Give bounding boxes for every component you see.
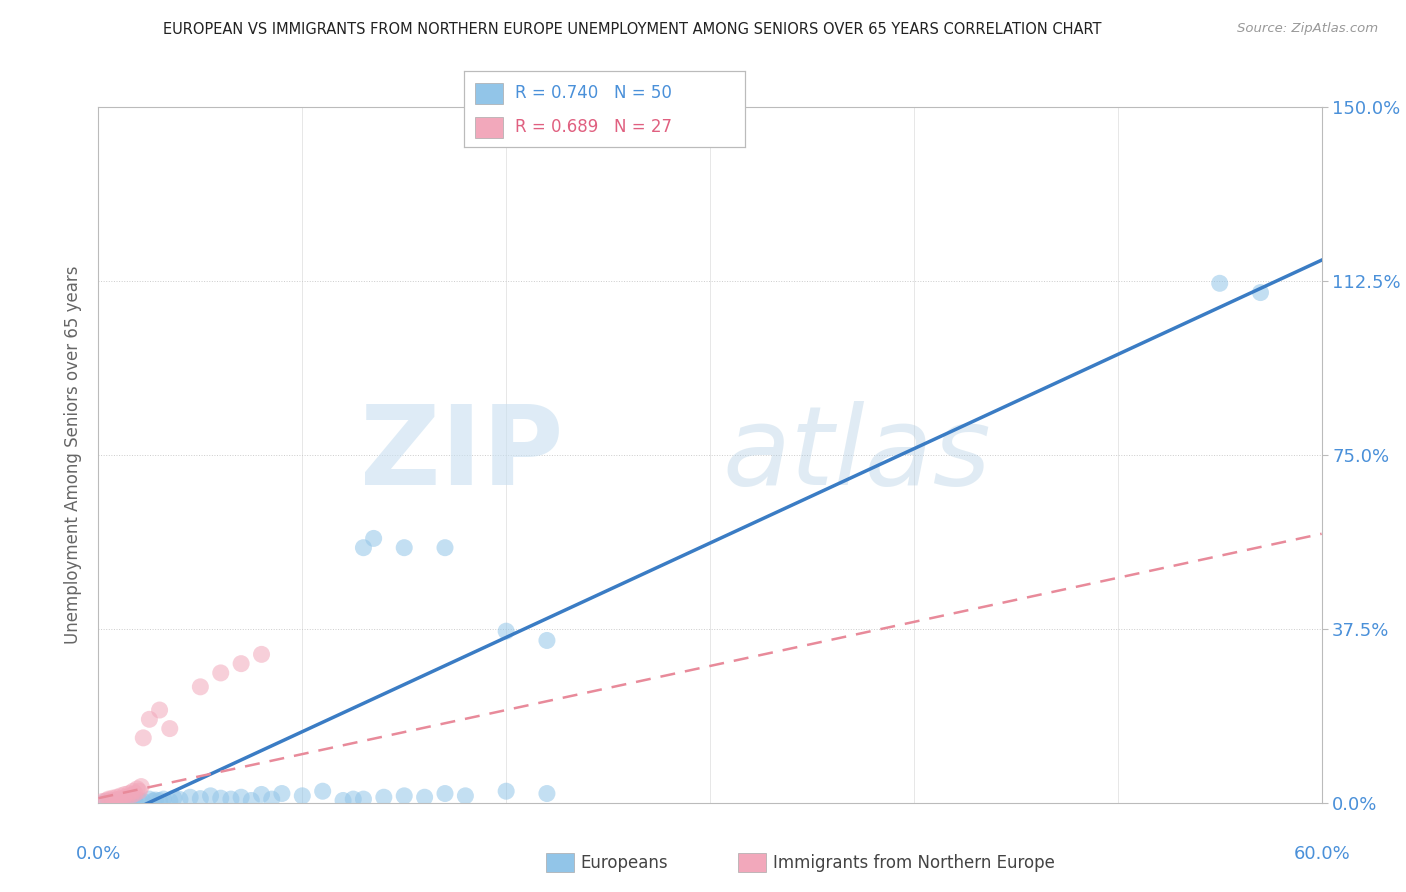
Point [127, 781, 149, 796]
Point [159, 794, 181, 808]
Point [392, 789, 416, 803]
Point [110, 789, 132, 803]
Point [200, 789, 222, 803]
FancyBboxPatch shape [475, 117, 503, 138]
Point [231, 657, 253, 671]
Text: 60.0%: 60.0% [1294, 845, 1350, 863]
Point [260, 792, 283, 806]
Point [97, 792, 120, 806]
Point [108, 795, 131, 809]
Point [413, 790, 436, 805]
Point [342, 792, 364, 806]
Point [122, 793, 145, 807]
Point [108, 792, 131, 806]
Text: ZIP: ZIP [360, 401, 564, 508]
Point [138, 712, 160, 726]
Point [104, 794, 127, 808]
Point [433, 787, 456, 801]
Point [169, 792, 191, 806]
Point [93, 795, 115, 809]
Point [152, 792, 174, 806]
Point [270, 787, 294, 801]
Point [104, 793, 127, 807]
Point [138, 792, 160, 806]
Point [352, 792, 374, 806]
Point [291, 789, 314, 803]
Point [209, 665, 232, 680]
Point [129, 780, 152, 794]
Point [433, 541, 456, 555]
Point [250, 788, 273, 802]
Point [124, 795, 146, 809]
Point [495, 624, 517, 639]
Text: Europeans: Europeans [581, 854, 668, 871]
Point [132, 794, 155, 808]
Point [454, 789, 477, 803]
Point [97, 794, 120, 808]
Point [163, 791, 186, 805]
Point [373, 790, 395, 805]
Text: R = 0.689   N = 27: R = 0.689 N = 27 [515, 118, 672, 136]
Point [115, 790, 138, 805]
Point [240, 793, 263, 807]
Point [231, 790, 253, 805]
Text: 0.0%: 0.0% [76, 845, 121, 863]
Point [110, 793, 132, 807]
Point [105, 790, 128, 805]
Point [209, 791, 232, 805]
Text: R = 0.740   N = 50: R = 0.740 N = 50 [515, 84, 672, 102]
Point [219, 792, 242, 806]
FancyBboxPatch shape [475, 83, 503, 104]
Point [188, 680, 212, 694]
Point [100, 794, 122, 808]
Point [96, 793, 118, 807]
Point [363, 532, 385, 546]
Point [101, 795, 124, 809]
Point [250, 648, 273, 662]
Point [118, 787, 141, 801]
Point [114, 788, 136, 802]
Point [149, 793, 172, 807]
Point [118, 794, 141, 808]
Point [159, 722, 181, 736]
Point [179, 790, 201, 805]
Point [1208, 277, 1232, 291]
Point [120, 789, 142, 803]
Text: EUROPEAN VS IMMIGRANTS FROM NORTHERN EUROPE UNEMPLOYMENT AMONG SENIORS OVER 65 Y: EUROPEAN VS IMMIGRANTS FROM NORTHERN EUR… [163, 22, 1102, 37]
Point [536, 633, 558, 648]
Y-axis label: Unemployment Among Seniors over 65 years: Unemployment Among Seniors over 65 years [65, 266, 83, 644]
Point [128, 793, 150, 807]
Text: atlas: atlas [723, 401, 991, 508]
Point [392, 541, 416, 555]
Point [114, 794, 136, 808]
Text: Source: ZipAtlas.com: Source: ZipAtlas.com [1237, 22, 1378, 36]
Point [101, 791, 124, 805]
Point [128, 784, 150, 798]
Point [1249, 285, 1271, 300]
Point [145, 793, 167, 807]
Point [495, 784, 517, 798]
Point [124, 787, 146, 801]
Point [332, 793, 354, 807]
Point [188, 791, 212, 805]
Point [352, 541, 374, 555]
Point [149, 703, 172, 717]
Point [91, 794, 114, 808]
Point [111, 791, 134, 805]
Text: Immigrants from Northern Europe: Immigrants from Northern Europe [773, 854, 1054, 871]
Point [122, 784, 145, 798]
Point [132, 731, 155, 745]
Point [536, 787, 558, 801]
Point [142, 794, 165, 808]
Point [312, 784, 335, 798]
